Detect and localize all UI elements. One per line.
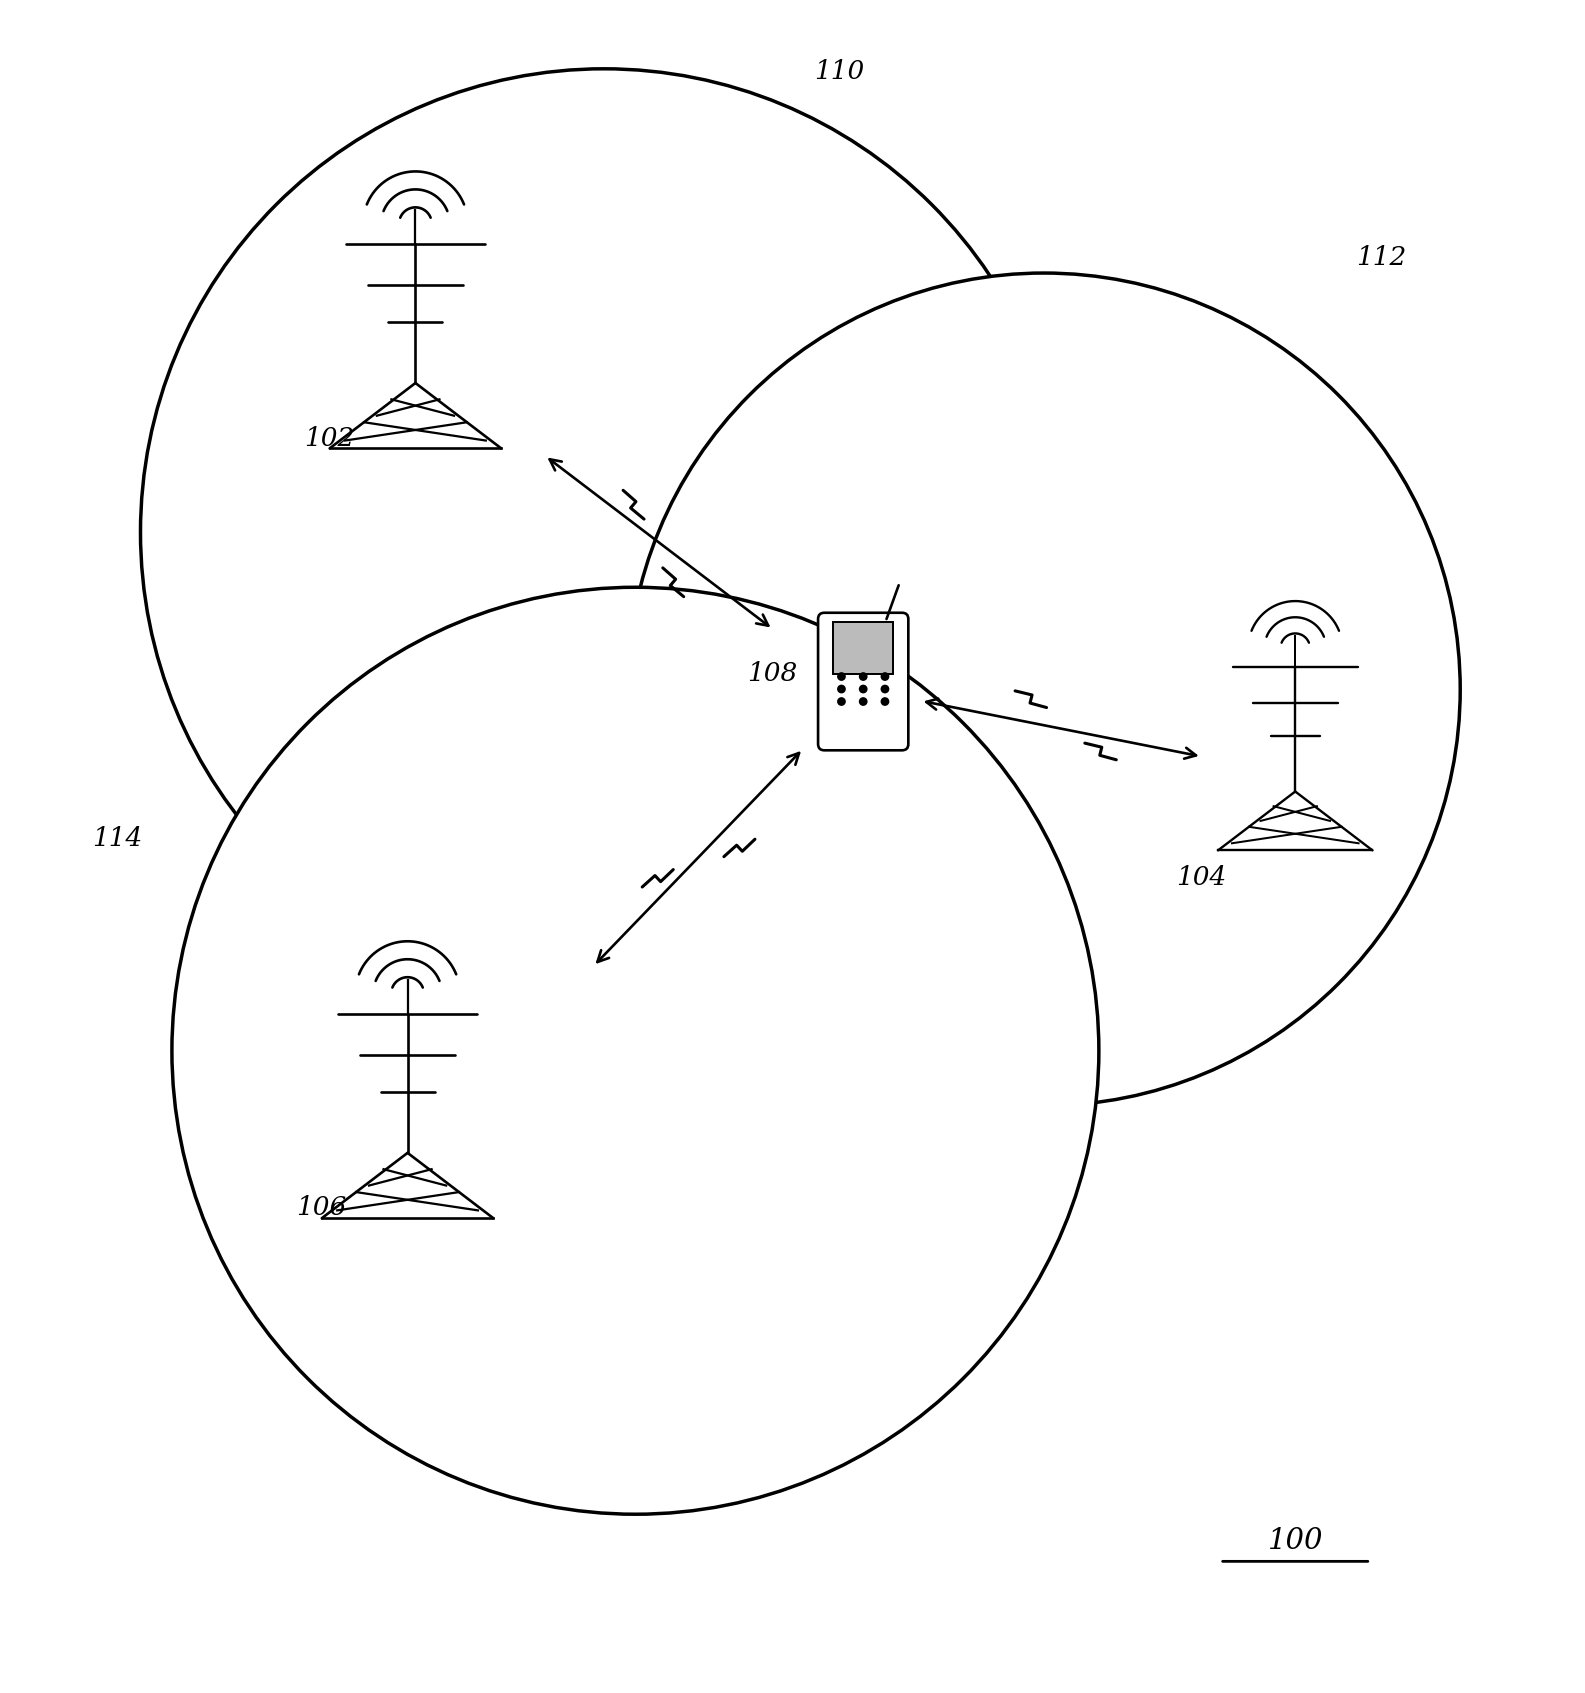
Circle shape <box>141 69 1067 995</box>
Circle shape <box>881 672 889 681</box>
Circle shape <box>837 672 846 681</box>
Circle shape <box>881 684 889 694</box>
Text: 106: 106 <box>296 1195 346 1221</box>
Circle shape <box>171 587 1098 1514</box>
Circle shape <box>881 698 889 706</box>
Circle shape <box>837 684 846 694</box>
Text: 104: 104 <box>1176 865 1227 891</box>
Bar <box>832 621 894 674</box>
Circle shape <box>859 672 867 681</box>
FancyBboxPatch shape <box>818 613 908 750</box>
Text: 112: 112 <box>1357 245 1407 269</box>
Circle shape <box>859 684 867 694</box>
Text: 114: 114 <box>92 826 143 852</box>
Circle shape <box>628 273 1460 1106</box>
Text: 108: 108 <box>747 662 797 686</box>
Text: 102: 102 <box>304 425 353 450</box>
Text: 110: 110 <box>815 59 865 85</box>
Circle shape <box>837 698 846 706</box>
Text: 100: 100 <box>1268 1527 1323 1554</box>
Circle shape <box>859 698 867 706</box>
